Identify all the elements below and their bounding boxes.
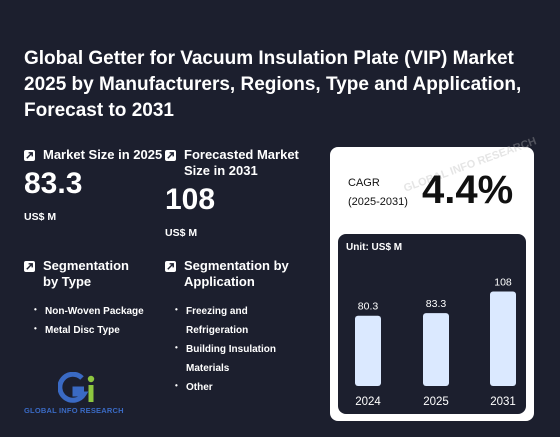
x-tick-label: 2031: [490, 396, 516, 408]
cagr-label-line1: CAGR: [348, 177, 380, 189]
market-size-value: 83.3: [24, 167, 83, 200]
list-item: • Building Insulation Materials: [175, 343, 276, 374]
market-size-block: Market Size in 2025 83.3 US$ M: [24, 147, 173, 223]
cagr-card: GLOBAL INFO RESEARCH CAGR (2025-2031) 4.…: [330, 135, 538, 421]
logo-mark-icon: [58, 372, 95, 403]
bar-value-label: 83.3: [426, 298, 447, 310]
segmentation-application-block: Segmentation by Application • Freezing an…: [165, 258, 305, 397]
bar-chart: Unit: US$ M 80.3 2024 83.3 2025 108 2031: [338, 234, 526, 414]
forecast-size-unit: US$ M: [165, 227, 198, 239]
logo-text: GLOBAL INFO RESEARCH: [24, 406, 124, 415]
x-tick-label: 2024: [355, 396, 381, 408]
market-size-unit: US$ M: [24, 211, 57, 223]
bar-value-label: 108: [494, 277, 512, 289]
segmentation-type-list: • Non-Woven Package • Metal Disc Type: [34, 302, 164, 340]
list-item: • Metal Disc Type: [34, 324, 120, 336]
forecast-size-block: Forecasted Market Size in 2031 108 US$ M: [165, 147, 314, 239]
segmentation-application-label: Segmentation by Application: [184, 258, 289, 289]
chart-unit-label: Unit: US$ M: [346, 242, 402, 253]
bar-2024: [355, 315, 381, 386]
list-item: • Freezing and Refrigeration: [175, 305, 249, 336]
bar-2031: [490, 291, 516, 386]
trend-arrow-icon: [165, 261, 176, 272]
segmentation-type-block: Segmentation by Type • Non-Woven Package …: [24, 258, 164, 340]
company-logo: GLOBAL INFO RESEARCH: [24, 372, 140, 417]
forecast-size-label: Forecasted Market Size in 2031: [184, 147, 299, 178]
page-title: Global Getter for Vacuum Insulation Plat…: [24, 48, 522, 121]
cagr-label-line2: (2025-2031): [348, 196, 408, 208]
trend-arrow-icon: [24, 261, 35, 272]
bar-2025: [423, 313, 449, 386]
bar-value-label: 80.3: [358, 301, 379, 313]
list-item: • Non-Woven Package: [34, 305, 144, 317]
market-size-label: Market Size in 2025: [43, 147, 163, 162]
segmentation-type-label: Segmentation by Type: [43, 258, 129, 289]
x-tick-label: 2025: [423, 396, 449, 408]
cagr-label: CAGR (2025-2031): [348, 174, 408, 212]
bar-chart-svg: Unit: US$ M 80.3 2024 83.3 2025 108 2031: [346, 242, 516, 408]
trend-arrow-icon: [24, 150, 35, 161]
list-item: • Other: [175, 381, 213, 393]
trend-arrow-icon: [165, 150, 176, 161]
forecast-size-value: 108: [165, 183, 216, 216]
segmentation-application-list: • Freezing and Refrigeration • Building In…: [175, 302, 305, 397]
cagr-value: 4.4%: [422, 168, 514, 212]
